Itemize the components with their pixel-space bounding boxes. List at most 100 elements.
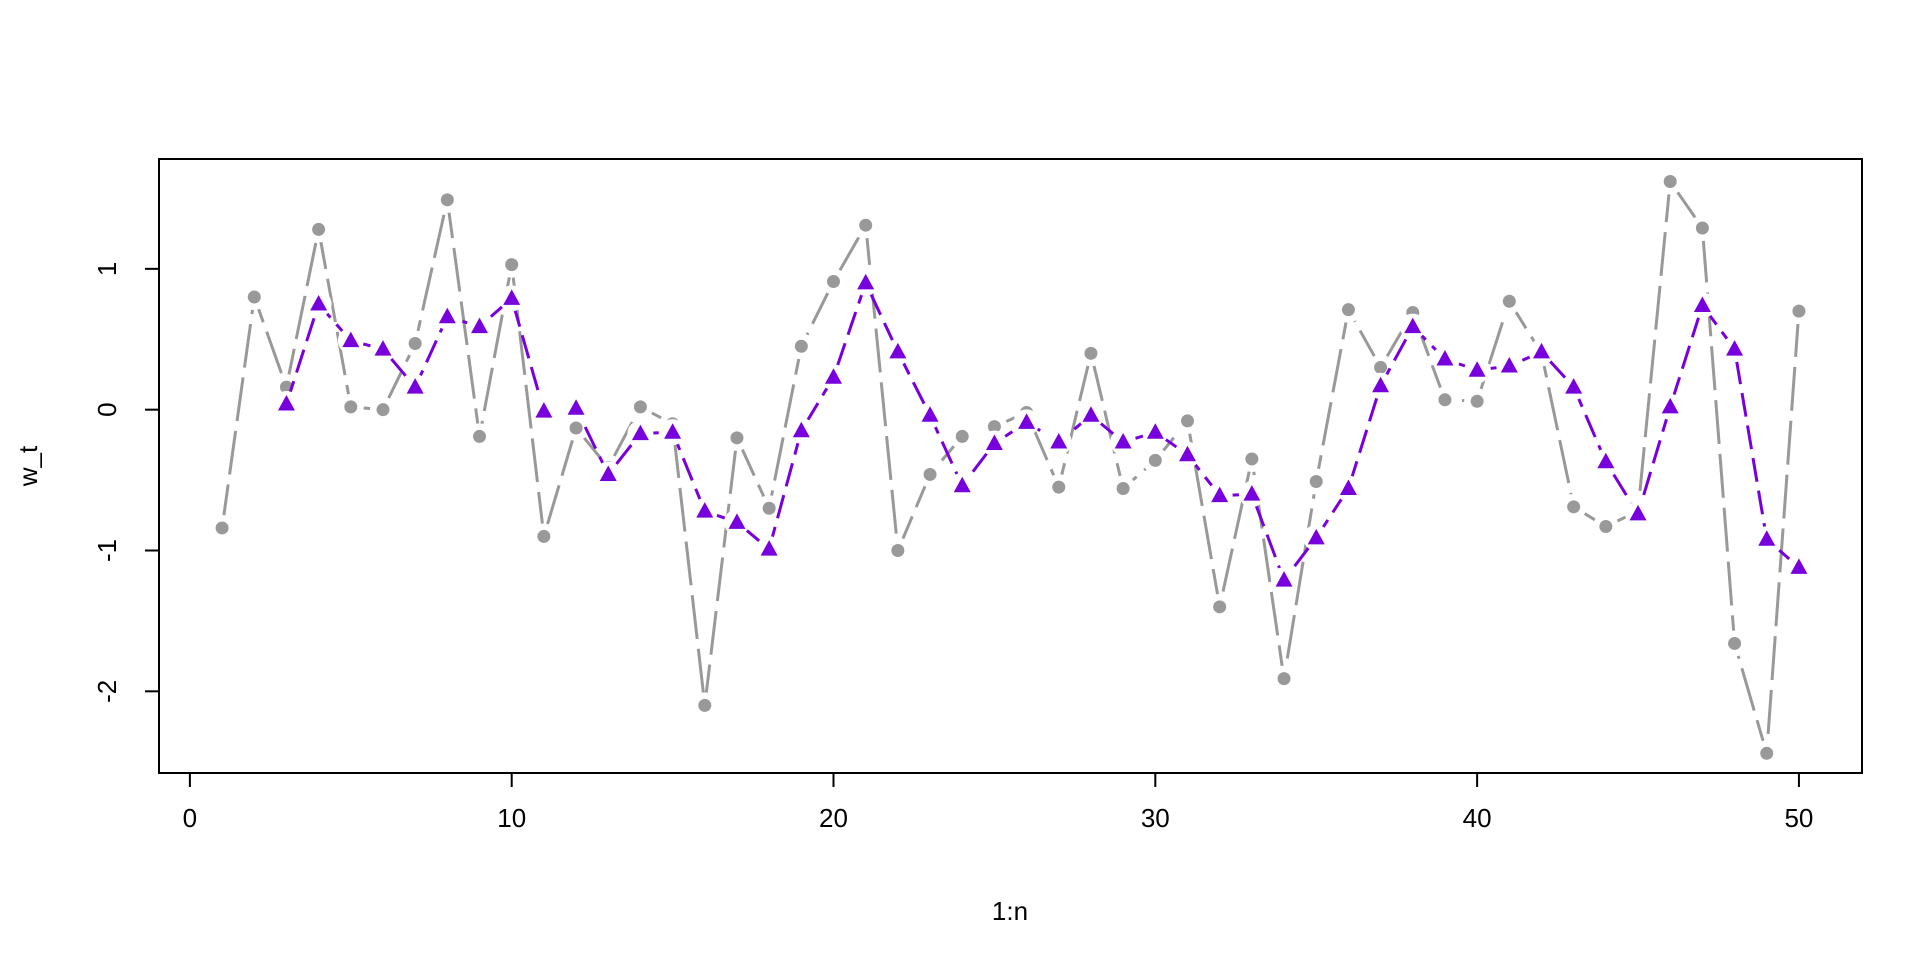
data-point xyxy=(985,434,1003,450)
data-point xyxy=(312,222,326,236)
data-point xyxy=(953,476,971,493)
data-point xyxy=(1307,528,1325,545)
data-point xyxy=(1597,452,1615,469)
data-point xyxy=(1309,474,1323,488)
data-point xyxy=(1790,558,1808,574)
data-point xyxy=(473,429,487,443)
data-point xyxy=(1760,746,1774,760)
x-tick-label: 30 xyxy=(1141,803,1170,833)
data-point xyxy=(698,698,712,712)
data-point xyxy=(1532,342,1550,359)
data-point xyxy=(1277,672,1291,686)
data-point xyxy=(1243,485,1261,501)
data-point xyxy=(1211,486,1229,503)
series-layer xyxy=(209,168,1812,767)
data-point xyxy=(505,258,519,272)
data-point xyxy=(1792,304,1806,318)
data-point xyxy=(1372,376,1390,393)
data-point xyxy=(1339,479,1357,496)
data-point xyxy=(1565,378,1583,394)
y-tick-label: -1 xyxy=(92,539,122,562)
data-point xyxy=(631,424,649,441)
y-tick-label: 1 xyxy=(92,262,122,276)
data-point xyxy=(664,423,682,439)
data-point xyxy=(408,336,422,350)
x-tick-label: 0 xyxy=(183,803,197,833)
data-point xyxy=(376,403,390,417)
data-point xyxy=(1116,482,1130,496)
data-point xyxy=(1148,453,1162,467)
x-tick-label: 50 xyxy=(1784,803,1813,833)
x-tick-label: 10 xyxy=(497,803,526,833)
data-point xyxy=(1146,423,1164,439)
data-point xyxy=(1082,406,1100,422)
data-point xyxy=(923,467,937,481)
data-point xyxy=(1693,296,1711,312)
data-point xyxy=(406,378,424,394)
data-point xyxy=(599,465,617,481)
data-point xyxy=(921,406,939,422)
data-point xyxy=(1178,445,1196,462)
data-point xyxy=(1341,303,1355,317)
data-point xyxy=(825,368,843,384)
data-point xyxy=(730,431,744,445)
data-point xyxy=(955,429,969,443)
data-point xyxy=(537,529,551,543)
data-point xyxy=(503,289,521,305)
data-point xyxy=(1050,433,1068,449)
y-axis-label: w_t xyxy=(13,445,43,487)
data-point xyxy=(891,543,905,557)
data-point xyxy=(1599,520,1613,534)
data-point xyxy=(794,339,808,353)
data-point xyxy=(827,275,841,289)
data-point xyxy=(696,502,714,518)
data-point xyxy=(310,295,328,311)
data-point xyxy=(1663,175,1677,189)
data-point xyxy=(1726,340,1744,356)
data-point xyxy=(1470,394,1484,408)
data-point xyxy=(471,317,489,334)
data-point xyxy=(1438,393,1452,407)
data-point xyxy=(859,218,873,232)
data-point xyxy=(438,307,456,324)
x-axis-label: 1:n xyxy=(992,896,1028,926)
data-point xyxy=(1052,480,1066,494)
series-1 xyxy=(209,168,1812,767)
data-point xyxy=(1180,414,1194,428)
series-2 xyxy=(273,269,1812,594)
x-axis: 0 10 20 30 40 50 xyxy=(183,772,1813,833)
data-point xyxy=(440,193,454,207)
data-point xyxy=(569,421,583,435)
data-point xyxy=(1661,397,1679,414)
data-point xyxy=(1245,452,1259,466)
data-point xyxy=(1275,571,1293,587)
data-point xyxy=(1436,349,1454,366)
y-tick-label: 0 xyxy=(92,402,122,416)
data-point xyxy=(1758,530,1776,546)
data-point xyxy=(760,540,778,556)
data-point xyxy=(567,399,585,415)
data-point xyxy=(247,290,261,304)
data-point xyxy=(535,402,553,418)
data-point xyxy=(1084,346,1098,360)
data-point xyxy=(1500,357,1518,373)
data-point xyxy=(728,513,746,529)
data-point xyxy=(344,400,358,414)
data-point xyxy=(1018,413,1036,429)
data-point xyxy=(857,273,875,290)
data-point xyxy=(277,395,295,411)
data-point xyxy=(1468,361,1486,377)
data-point xyxy=(1404,317,1422,334)
data-point xyxy=(1629,504,1647,521)
data-point xyxy=(987,420,1001,434)
data-point xyxy=(1502,294,1516,308)
x-tick-label: 20 xyxy=(819,803,848,833)
data-point xyxy=(1567,500,1581,514)
data-point xyxy=(792,421,810,438)
data-point xyxy=(1114,433,1132,449)
data-point xyxy=(1728,636,1742,650)
data-point xyxy=(342,331,360,348)
y-tick-label: -2 xyxy=(92,680,122,703)
data-point xyxy=(1695,221,1709,235)
